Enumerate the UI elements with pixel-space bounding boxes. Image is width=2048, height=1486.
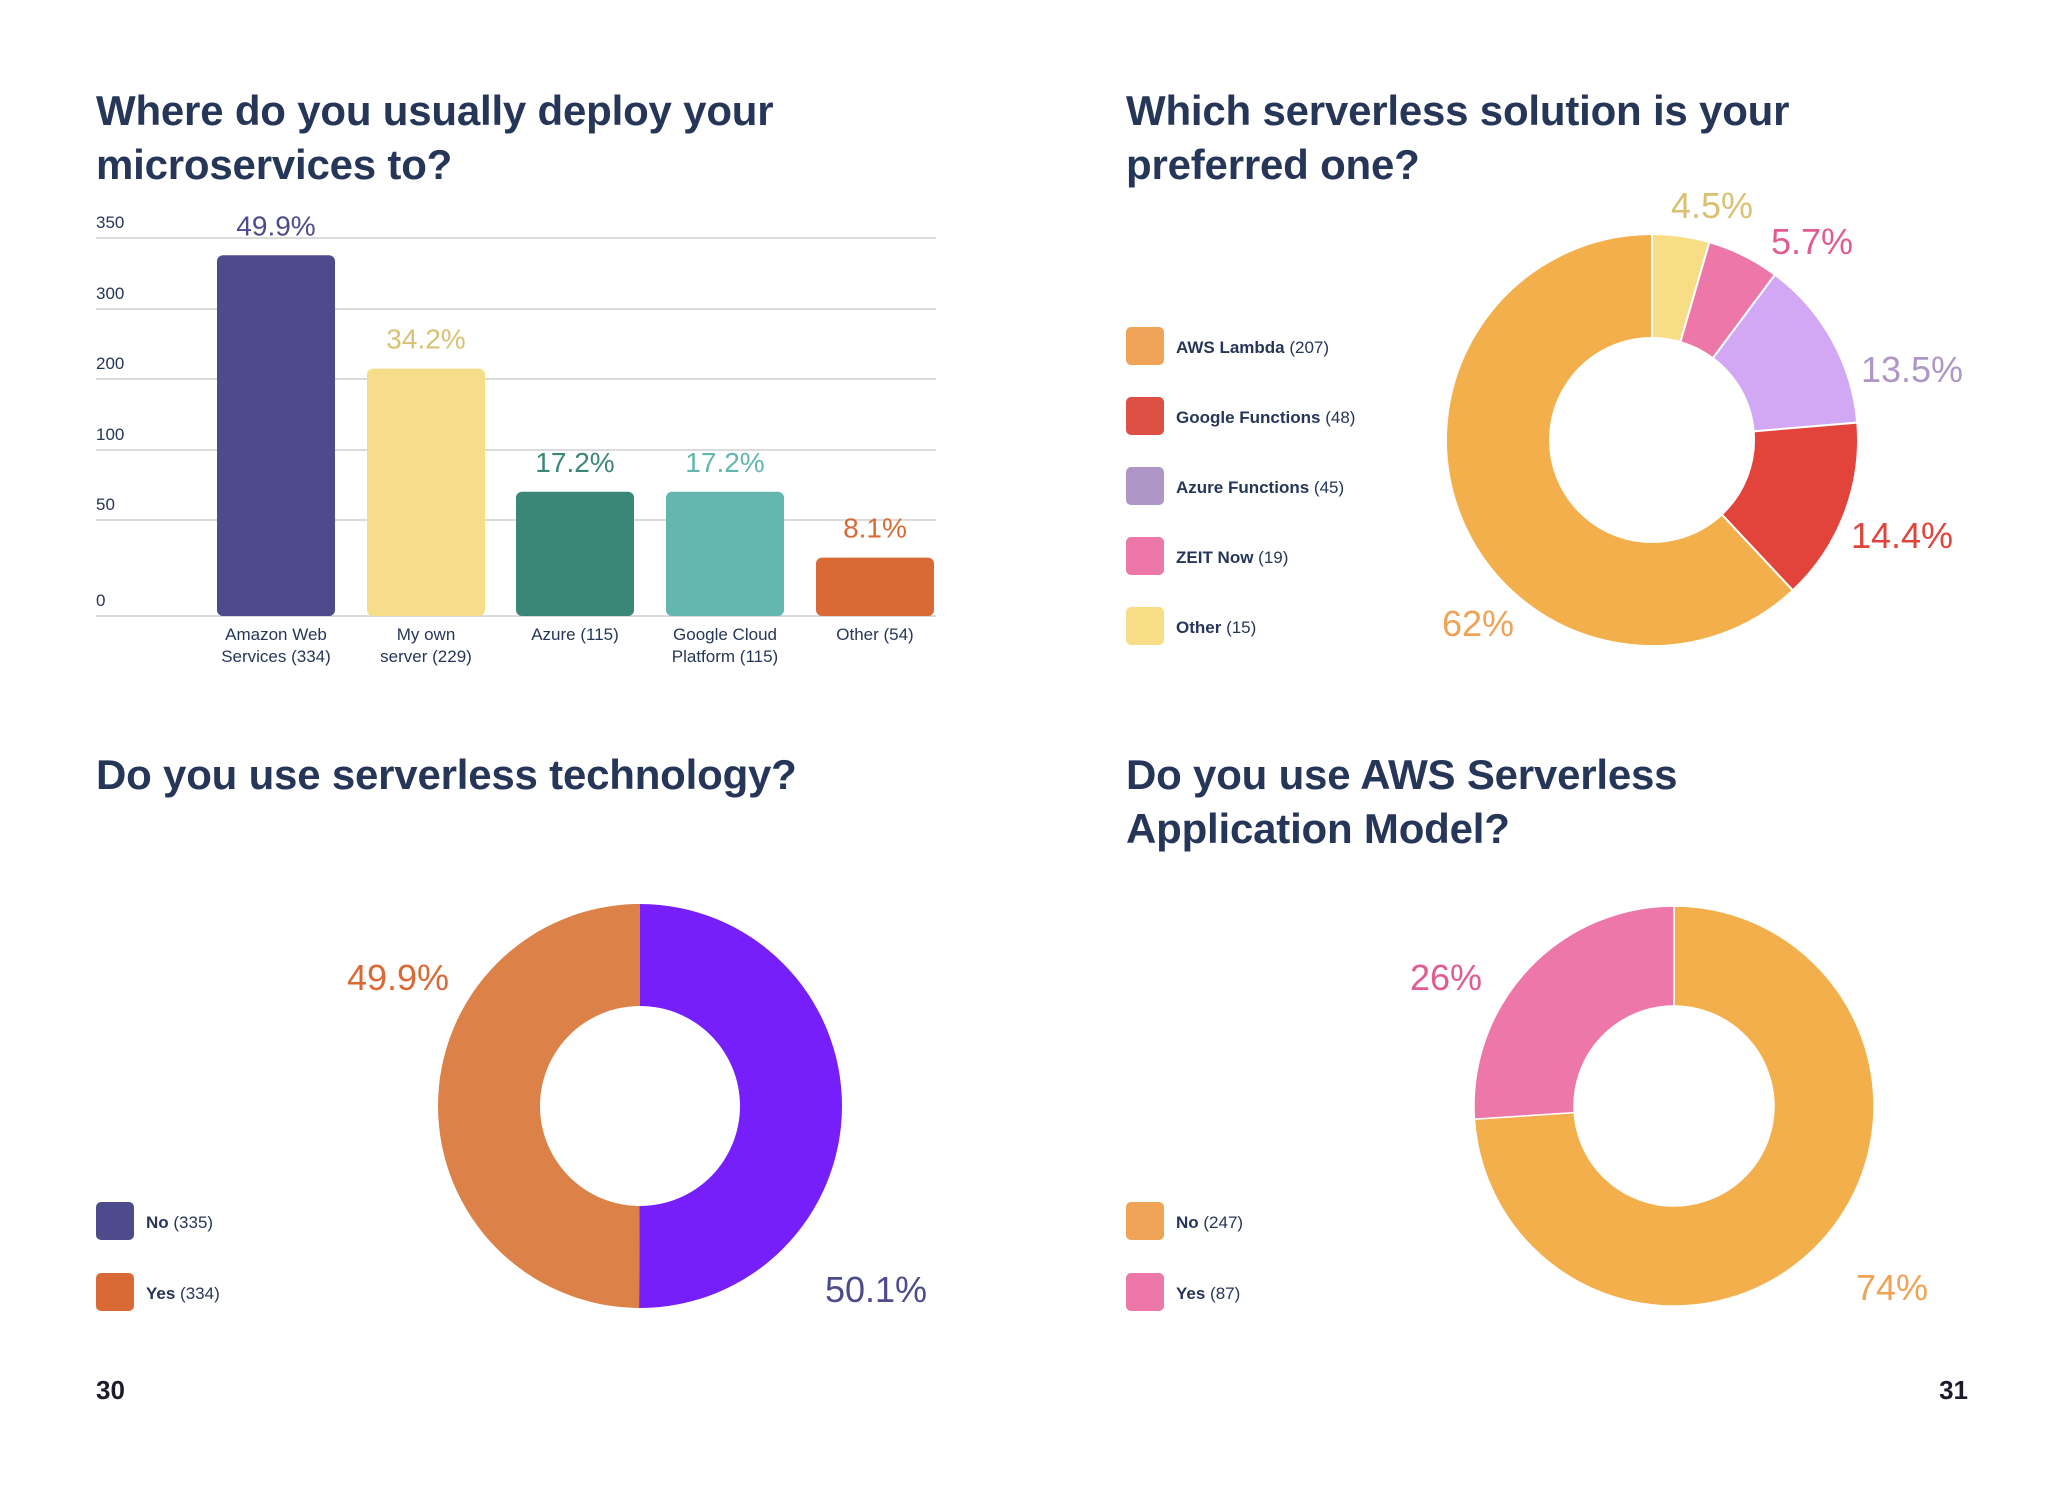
slice-percent-label: 62% xyxy=(1442,603,1514,644)
legend-label: Yes (334) xyxy=(146,1284,220,1303)
serverless-usage-title: Do you use serverless technology? xyxy=(96,751,797,798)
donut-slice xyxy=(1473,905,1675,1120)
page-number-right: 31 xyxy=(1939,1375,1968,1405)
y-tick-label: 50 xyxy=(96,495,115,514)
donut-slice xyxy=(1445,232,1795,647)
donut-slice xyxy=(639,904,842,1308)
slice-percent-label: 74% xyxy=(1856,1267,1928,1308)
legend-label: Google Functions (48) xyxy=(1176,408,1355,427)
x-category-label: server (229) xyxy=(380,647,472,666)
serverless-solution-title: Which serverless solution is your prefer… xyxy=(1126,87,1790,188)
donut-slice xyxy=(437,904,640,1308)
bar-value-label: 34.2% xyxy=(386,324,465,355)
page-number-left: 30 xyxy=(96,1375,125,1405)
legend-label: Yes (87) xyxy=(1176,1284,1240,1303)
slice-percent-label: 14.4% xyxy=(1851,515,1953,556)
legend-label: Other (15) xyxy=(1176,618,1256,637)
legend-swatch xyxy=(1126,607,1164,645)
legend-swatch xyxy=(1126,1273,1164,1311)
bar xyxy=(367,368,485,616)
slice-percent-label: 49.9% xyxy=(347,957,449,998)
bar-value-label: 8.1% xyxy=(843,513,907,544)
x-category-label: Other (54) xyxy=(836,625,913,644)
legend-label: ZEIT Now (19) xyxy=(1176,548,1288,567)
donut-slice xyxy=(1473,905,1875,1307)
legend-swatch xyxy=(96,1273,134,1311)
bar xyxy=(816,557,934,616)
slice-percent-label: 5.7% xyxy=(1771,221,1853,262)
x-category-label: Services (334) xyxy=(221,647,331,666)
bar xyxy=(516,491,634,616)
x-category-label: Amazon Web xyxy=(225,625,327,644)
x-category-label: Azure (115) xyxy=(531,625,619,644)
slice-percent-label: 13.5% xyxy=(1861,349,1963,390)
legend-label: No (247) xyxy=(1176,1213,1243,1232)
y-tick-label: 300 xyxy=(96,284,124,303)
legend-swatch xyxy=(1126,1202,1164,1240)
x-category-label: Platform (115) xyxy=(672,647,778,666)
legend-swatch xyxy=(1126,537,1164,575)
legend-swatch xyxy=(96,1202,134,1240)
y-tick-label: 100 xyxy=(96,425,124,444)
x-category-label: Google Cloud xyxy=(673,625,777,644)
legend-label: AWS Lambda (207) xyxy=(1176,338,1329,357)
y-tick-label: 200 xyxy=(96,354,124,373)
bar-value-label: 17.2% xyxy=(685,447,764,478)
x-category-label: My own xyxy=(397,625,456,644)
legend-label: Azure Functions (45) xyxy=(1176,478,1344,497)
legend-label: No (335) xyxy=(146,1213,213,1232)
sam-usage-title: Do you use AWS Serverless Application Mo… xyxy=(1126,751,1678,852)
bar xyxy=(217,255,335,616)
slice-percent-label: 50.1% xyxy=(825,1269,927,1310)
legend-swatch xyxy=(1126,397,1164,435)
bar-value-label: 49.9% xyxy=(236,210,315,241)
legend-swatch xyxy=(1126,327,1164,365)
y-tick-label: 0 xyxy=(96,591,105,610)
bar-value-label: 17.2% xyxy=(535,447,614,478)
bar-chart-title: Where do you usually deploy your microse… xyxy=(96,87,774,188)
slice-percent-label: 26% xyxy=(1410,957,1482,998)
bar xyxy=(666,491,784,616)
y-tick-label: 350 xyxy=(96,213,124,232)
donut-slice xyxy=(1720,421,1859,592)
slice-percent-label: 4.5% xyxy=(1671,185,1753,226)
legend-swatch xyxy=(1126,467,1164,505)
